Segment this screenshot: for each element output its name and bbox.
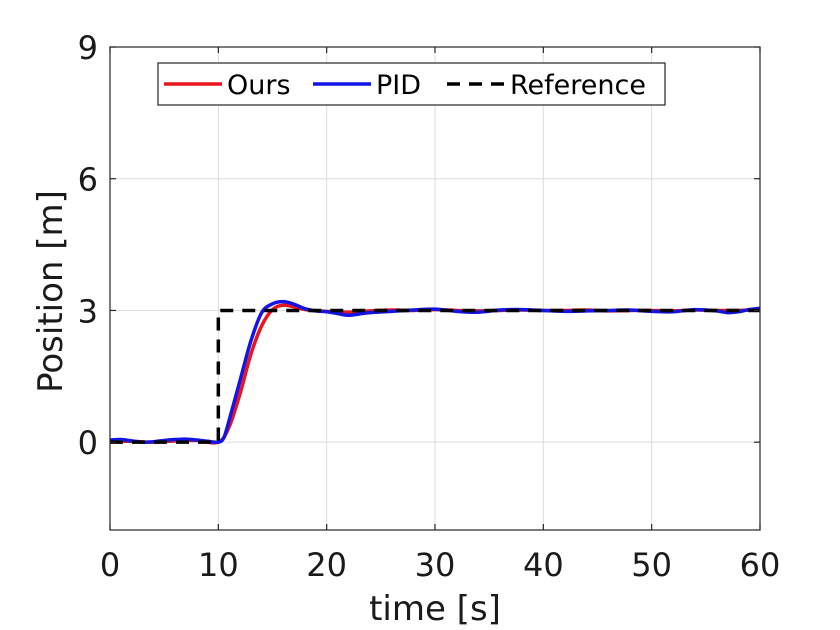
legend-box (157, 62, 666, 106)
x-tick-label: 60 (740, 546, 781, 584)
legend: Ours PID Reference (157, 62, 666, 106)
axis-ticks: 0 10 20 30 40 50 60 0 3 6 9 (78, 29, 781, 584)
x-tick-label: 40 (523, 546, 564, 584)
x-tick-label: 30 (415, 546, 456, 584)
legend-label-pid: PID (376, 70, 421, 101)
series-line-reference (110, 308, 760, 444)
x-tick-label: 10 (198, 546, 239, 584)
y-axis-title: Position [m] (31, 190, 71, 393)
x-tick-label: 20 (306, 546, 347, 584)
x-tick-label: 50 (631, 546, 672, 584)
series-lines (109, 299, 761, 445)
x-axis-title: time [s] (369, 589, 501, 629)
y-tick-label: 3 (78, 292, 98, 330)
y-tick-label: 6 (78, 161, 98, 199)
grid (110, 47, 760, 530)
legend-label-ours: Ours (227, 70, 291, 101)
x-tick-label: 0 (100, 546, 120, 584)
y-tick-label: 0 (78, 424, 98, 462)
legend-label-reference: Reference (510, 70, 646, 101)
y-tick-label: 9 (78, 29, 98, 67)
